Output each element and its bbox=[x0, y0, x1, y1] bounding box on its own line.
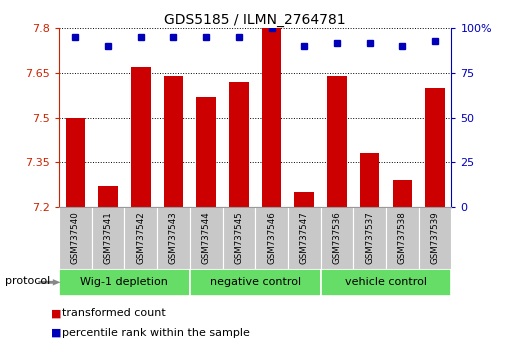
Bar bbox=[59, 207, 92, 269]
Text: GSM737540: GSM737540 bbox=[71, 212, 80, 264]
Bar bbox=[360, 153, 380, 207]
Text: GSM737538: GSM737538 bbox=[398, 212, 407, 264]
Bar bbox=[321, 207, 353, 269]
Bar bbox=[288, 207, 321, 269]
Text: GSM737547: GSM737547 bbox=[300, 212, 309, 264]
Text: percentile rank within the sample: percentile rank within the sample bbox=[62, 328, 249, 338]
Bar bbox=[92, 207, 125, 269]
Bar bbox=[190, 207, 223, 269]
Bar bbox=[425, 88, 445, 207]
Text: GSM737541: GSM737541 bbox=[104, 212, 112, 264]
Text: Wig-1 depletion: Wig-1 depletion bbox=[81, 277, 168, 287]
Bar bbox=[124, 207, 157, 269]
Bar bbox=[255, 207, 288, 269]
Text: GSM737544: GSM737544 bbox=[202, 212, 211, 264]
Bar bbox=[327, 76, 347, 207]
Text: protocol: protocol bbox=[5, 275, 50, 286]
Text: GSM737545: GSM737545 bbox=[234, 212, 243, 264]
Bar bbox=[190, 269, 321, 296]
Title: GDS5185 / ILMN_2764781: GDS5185 / ILMN_2764781 bbox=[164, 13, 346, 27]
Bar bbox=[353, 207, 386, 269]
Bar bbox=[196, 97, 216, 207]
Text: vehicle control: vehicle control bbox=[345, 277, 427, 287]
Bar bbox=[321, 269, 451, 296]
Bar bbox=[164, 76, 183, 207]
Bar bbox=[419, 207, 451, 269]
Text: GSM737537: GSM737537 bbox=[365, 212, 374, 264]
Bar bbox=[392, 180, 412, 207]
Bar bbox=[59, 269, 190, 296]
Text: GSM737542: GSM737542 bbox=[136, 212, 145, 264]
Text: transformed count: transformed count bbox=[62, 308, 165, 318]
Bar bbox=[66, 118, 85, 207]
Text: ■: ■ bbox=[51, 328, 62, 338]
Bar bbox=[262, 28, 281, 207]
Text: GSM737543: GSM737543 bbox=[169, 212, 178, 264]
Text: GSM737546: GSM737546 bbox=[267, 212, 276, 264]
Bar bbox=[157, 207, 190, 269]
Text: GSM737539: GSM737539 bbox=[430, 212, 440, 264]
Text: GSM737536: GSM737536 bbox=[332, 212, 342, 264]
Bar bbox=[386, 207, 419, 269]
Bar bbox=[229, 82, 249, 207]
Text: ■: ■ bbox=[51, 308, 62, 318]
Bar bbox=[294, 192, 314, 207]
Text: negative control: negative control bbox=[210, 277, 301, 287]
Bar bbox=[98, 186, 118, 207]
Bar bbox=[131, 67, 150, 207]
Bar bbox=[223, 207, 255, 269]
